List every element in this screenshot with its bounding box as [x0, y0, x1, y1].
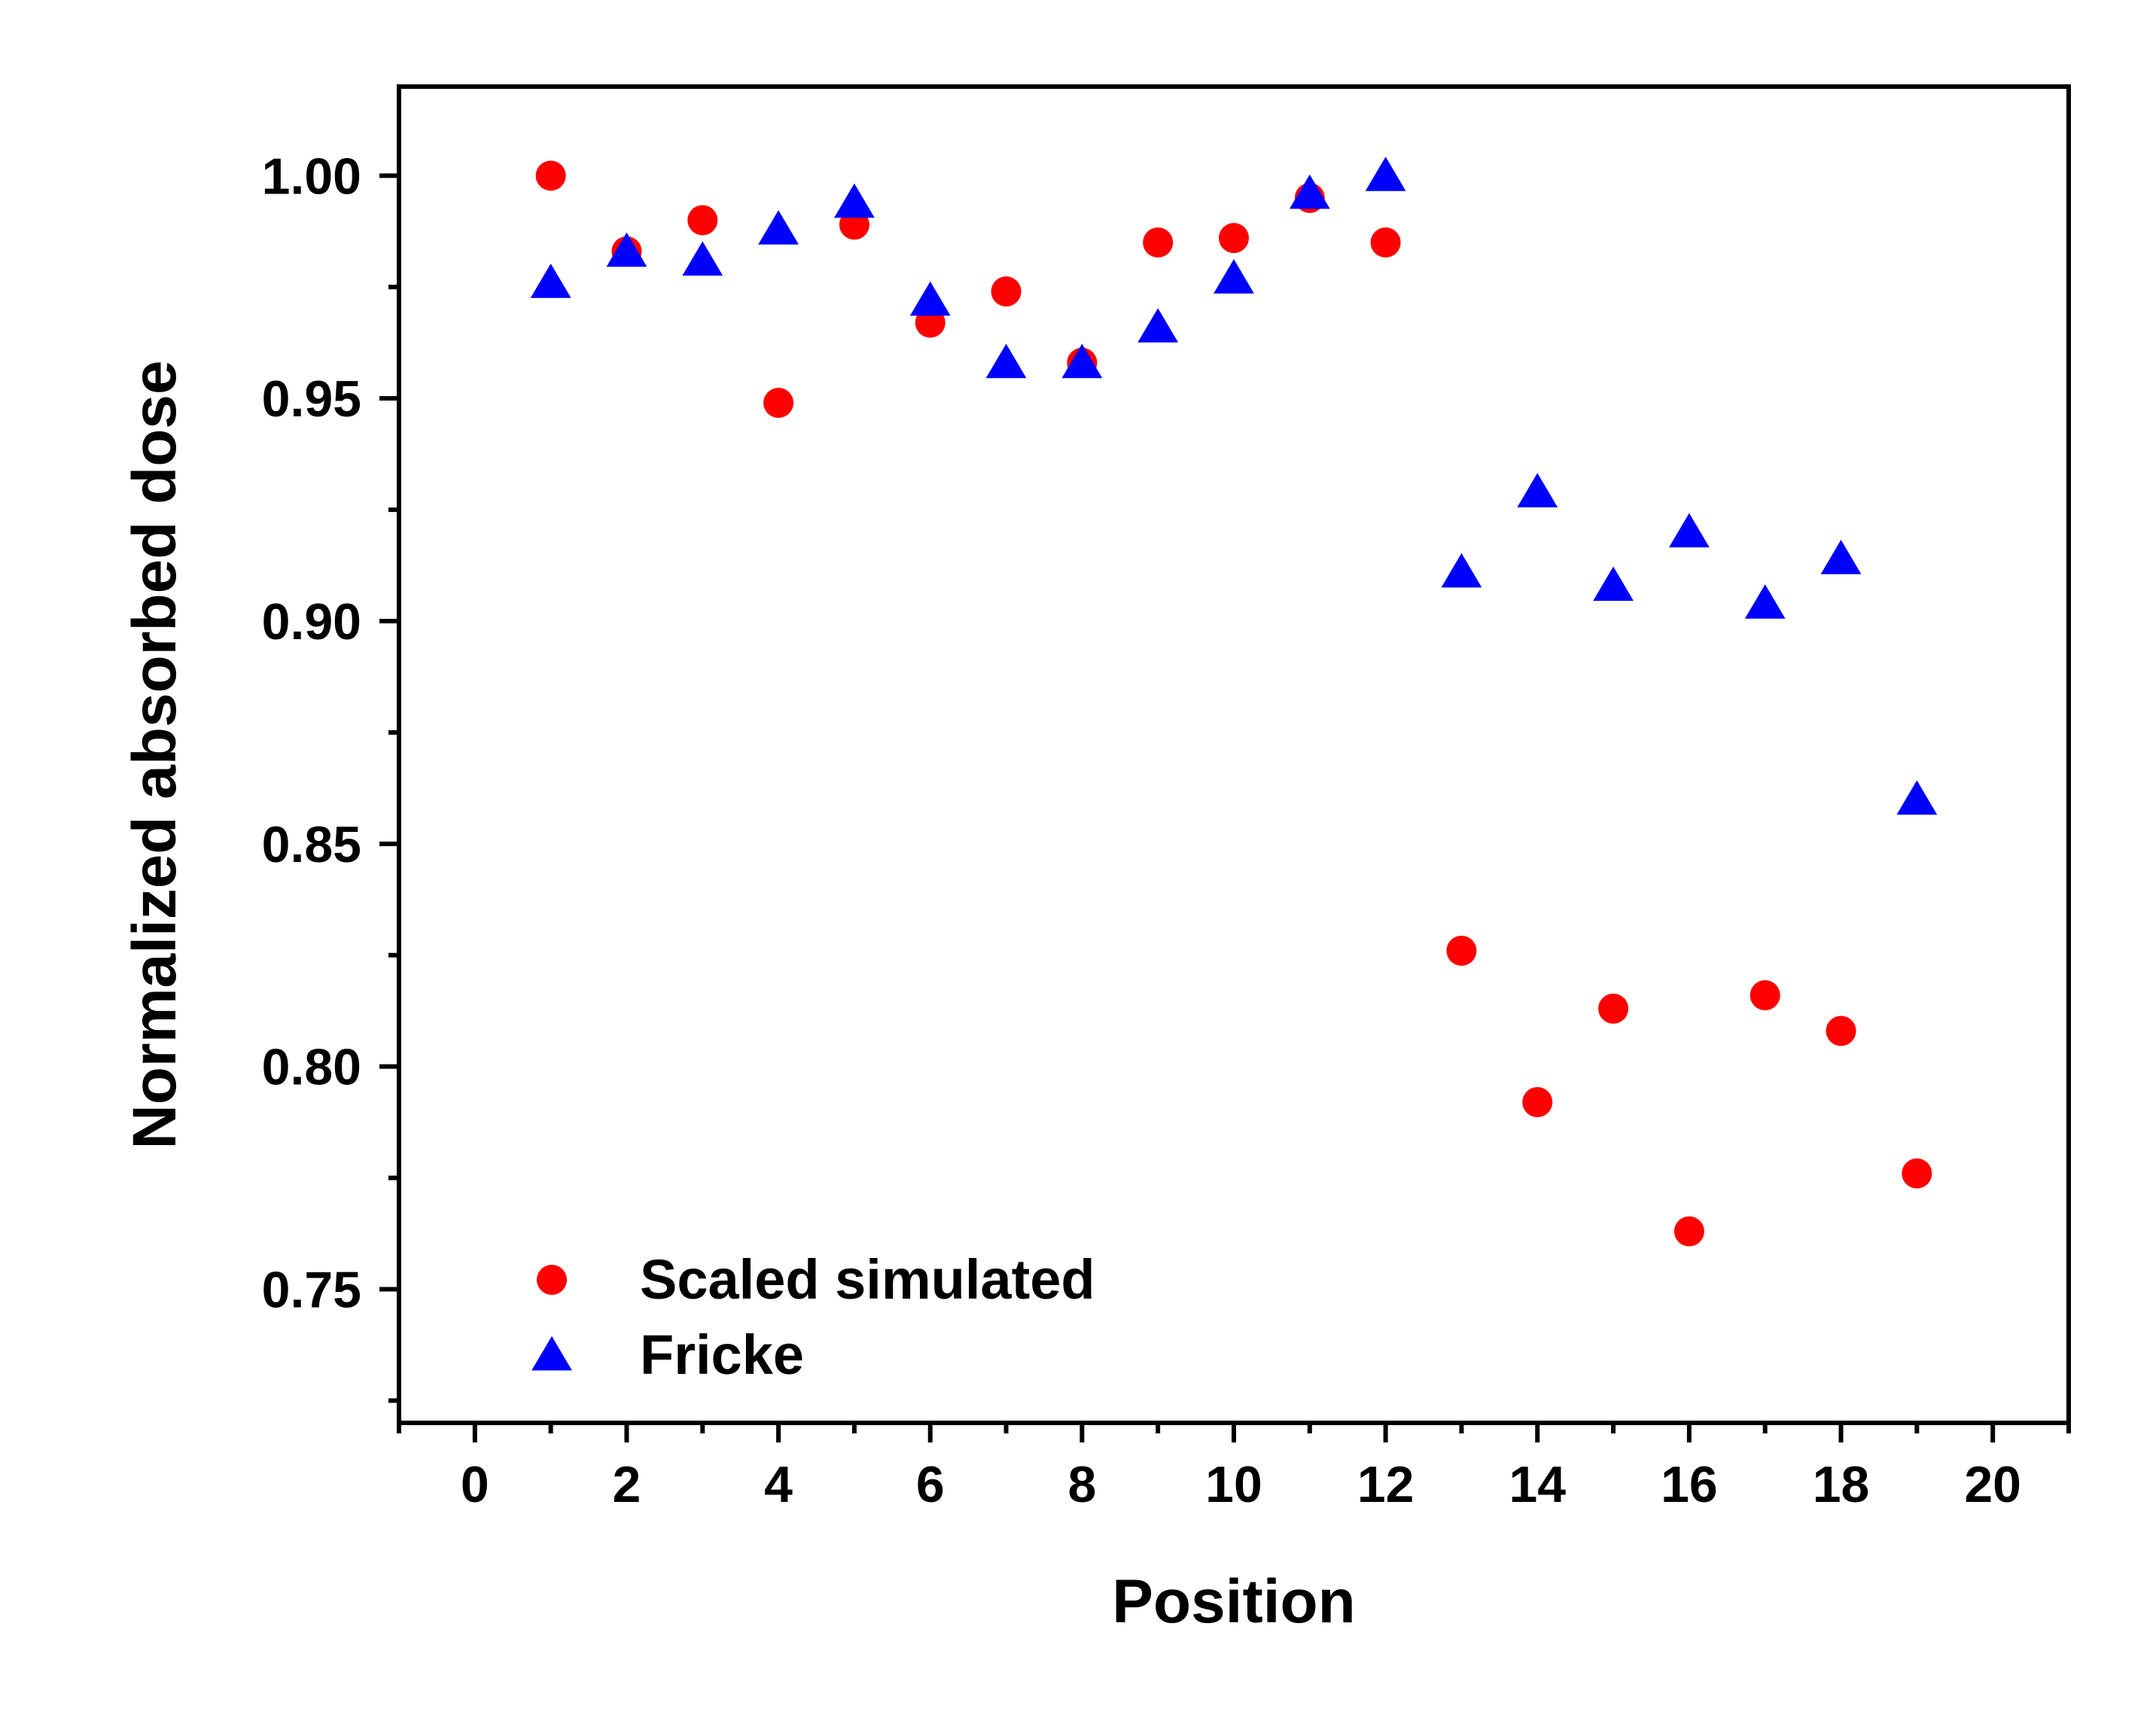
legend-marker-circle: [537, 1265, 567, 1295]
data-point-triangle: [1669, 513, 1710, 548]
legend-label: Scaled simulated: [640, 1248, 1095, 1311]
data-point-triangle: [1441, 553, 1482, 588]
axes: 0 2 4 6 8 10 12 14 16 18 20 0.75 0.80 0.85 0.90 0.95 1.0…: [262, 148, 2071, 1513]
data-point-triangle: [1820, 539, 1862, 574]
data-point-triangle: [1517, 473, 1558, 507]
x-tick-label: 6: [916, 1456, 945, 1513]
x-tick-label: 0: [461, 1456, 489, 1513]
data-point-triangle: [1137, 308, 1179, 343]
x-tick-label: 10: [1205, 1456, 1262, 1513]
data-point-circle: [763, 388, 794, 419]
data-point-circle: [1143, 227, 1174, 258]
data-point-triangle: [682, 241, 723, 276]
data-marks: [530, 157, 1938, 1247]
x-tick-label: 14: [1509, 1456, 1566, 1513]
data-point-triangle: [985, 343, 1027, 379]
y-tick-label: 0.90: [262, 593, 361, 650]
legend-label: Fricke: [640, 1323, 804, 1386]
data-point-triangle: [1061, 343, 1103, 379]
y-axis-label: Normalized absorbed dose: [120, 360, 189, 1149]
data-point-triangle: [1593, 566, 1634, 602]
data-point-circle: [1370, 227, 1401, 258]
x-tick-label: 20: [1964, 1456, 2021, 1513]
data-point-circle: [1673, 1216, 1704, 1247]
data-point-triangle: [606, 232, 647, 267]
legend-marker-triangle: [531, 1336, 572, 1371]
x-tick-label: 16: [1661, 1456, 1718, 1513]
data-point-triangle: [909, 281, 951, 316]
data-point-circle: [687, 205, 718, 236]
data-point-circle: [991, 276, 1022, 307]
data-point-triangle: [1896, 780, 1938, 815]
data-point-triangle: [1289, 174, 1330, 209]
y-tick-label: 0.95: [262, 370, 361, 428]
legend: Scaled simulated Fricke: [531, 1248, 1095, 1386]
series-fricke: [530, 157, 1938, 815]
data-point-triangle: [1744, 584, 1786, 619]
y-tick-label: 1.00: [262, 148, 361, 205]
y-tick-label: 0.75: [262, 1262, 361, 1319]
x-tick-label: 12: [1357, 1456, 1414, 1513]
data-point-circle: [1219, 223, 1249, 254]
data-point-triangle: [834, 183, 875, 218]
x-tick-label: 4: [764, 1456, 793, 1513]
data-point-triangle: [530, 263, 571, 298]
data-point-triangle: [1214, 259, 1254, 294]
data-point-circle: [535, 160, 566, 191]
data-point-triangle: [758, 210, 799, 245]
data-point-circle: [1522, 1087, 1553, 1117]
x-axis-label: Position: [1112, 1567, 1355, 1636]
series-scaled-simulated: [535, 160, 1932, 1247]
data-point-circle: [1749, 980, 1780, 1010]
data-point-circle: [1826, 1016, 1856, 1046]
x-tick-label: 8: [1067, 1456, 1096, 1513]
data-point-circle: [1446, 935, 1477, 966]
data-point-triangle: [1365, 157, 1406, 191]
data-point-circle: [1598, 993, 1629, 1024]
x-tick-label: 18: [1813, 1456, 1870, 1513]
x-tick-label: 2: [613, 1456, 641, 1513]
data-point-circle: [1902, 1158, 1932, 1189]
y-tick-label: 0.80: [262, 1039, 361, 1096]
y-tick-label: 0.85: [262, 816, 361, 873]
